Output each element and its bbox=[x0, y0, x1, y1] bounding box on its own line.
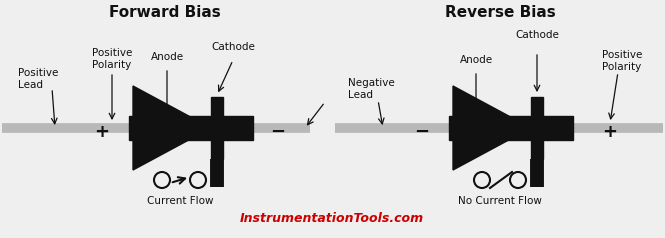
Polygon shape bbox=[133, 86, 211, 170]
Text: +: + bbox=[602, 123, 618, 141]
Text: Current Flow: Current Flow bbox=[147, 196, 213, 206]
Text: +: + bbox=[94, 123, 110, 141]
Text: Reverse Bias: Reverse Bias bbox=[445, 5, 555, 20]
Text: −: − bbox=[271, 123, 285, 141]
Text: Negative
Lead: Negative Lead bbox=[348, 78, 395, 99]
Text: Cathode: Cathode bbox=[211, 42, 255, 52]
Polygon shape bbox=[211, 97, 223, 159]
Polygon shape bbox=[453, 86, 531, 170]
Polygon shape bbox=[449, 116, 573, 140]
Text: Forward Bias: Forward Bias bbox=[109, 5, 221, 20]
Text: Cathode: Cathode bbox=[515, 30, 559, 40]
Text: Positive
Lead: Positive Lead bbox=[18, 68, 59, 89]
Text: InstrumentationTools.com: InstrumentationTools.com bbox=[240, 212, 424, 225]
Text: No Current Flow: No Current Flow bbox=[458, 196, 542, 206]
Text: Anode: Anode bbox=[460, 55, 493, 65]
Text: −: − bbox=[414, 123, 430, 141]
Text: Positive
Polarity: Positive Polarity bbox=[92, 48, 132, 69]
Text: Anode: Anode bbox=[150, 52, 184, 62]
Text: Positive
Polarity: Positive Polarity bbox=[602, 50, 642, 72]
Polygon shape bbox=[129, 116, 253, 140]
Polygon shape bbox=[531, 97, 543, 159]
